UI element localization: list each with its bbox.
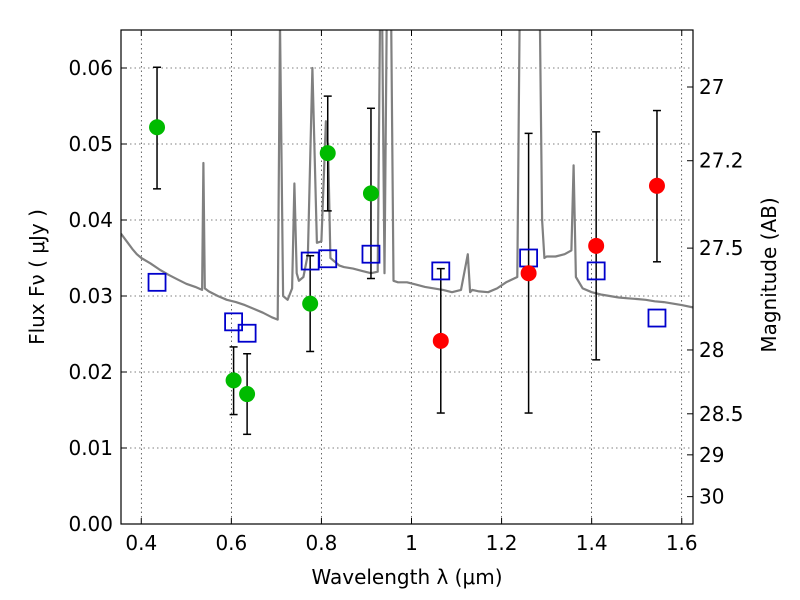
- x-tick-label: 0.6: [215, 531, 247, 555]
- y-tick-label: 0.01: [68, 436, 113, 460]
- plot-frame: [120, 29, 694, 525]
- y-tick-label: 0.02: [68, 360, 113, 384]
- y-tick-label: 0.00: [68, 512, 113, 536]
- y-tick-label: 0.06: [68, 56, 113, 80]
- model-photometry-square: [361, 244, 381, 264]
- y2-tick-label: 27: [699, 75, 724, 99]
- y2-tick-label: 27.5: [699, 236, 744, 260]
- model-photometry-square: [237, 323, 257, 343]
- y2-tick-label: 30: [699, 485, 724, 509]
- x-tick-label: 0.4: [125, 531, 157, 555]
- green-data-point: [302, 295, 319, 312]
- x-tick-label: 1: [405, 531, 418, 555]
- x-tick-label: 1.4: [576, 531, 608, 555]
- x-axis-label: Wavelength λ (μm): [311, 565, 502, 589]
- model-photometry-square: [586, 261, 606, 281]
- y-tick-label: 0.03: [68, 284, 113, 308]
- x-tick-label: 0.8: [306, 531, 338, 555]
- red-data-point: [432, 332, 449, 349]
- model-photometry-square: [147, 272, 167, 292]
- y2-tick-label: 29: [699, 443, 724, 467]
- y2-tick-label: 28: [699, 338, 724, 362]
- y-axis-ticks: 0.00 0.01 0.02 0.03 0.04 0.05 0.06: [68, 56, 127, 536]
- red-data-point: [648, 177, 665, 194]
- y-axis-label: Flux Fν ( μJy ): [25, 209, 49, 345]
- red-data-point: [588, 237, 605, 254]
- model-photometry-square: [647, 308, 667, 328]
- green-data-point: [225, 372, 242, 389]
- x-axis-ticks: 0.4 0.6 0.8 1 1.2 1.4 1.6: [125, 30, 698, 555]
- y2-tick-label: 28.5: [699, 402, 744, 426]
- y2-tick-label: 27.2: [699, 149, 744, 173]
- red-data-point: [520, 265, 537, 282]
- model-photometry-square: [224, 312, 243, 332]
- y-tick-label: 0.04: [68, 208, 113, 232]
- y-tick-label: 0.05: [68, 132, 113, 156]
- model-spectrum-line: [121, 30, 693, 321]
- green-data-point: [362, 185, 379, 202]
- green-data-point: [319, 145, 336, 162]
- x-tick-label: 1.6: [666, 531, 698, 555]
- green-data-point: [239, 386, 256, 403]
- y2-axis-ticks: 27 27.2 27.5 28 28.5 29 30: [687, 75, 744, 509]
- model-photometry-square: [431, 261, 451, 281]
- plot-area: [121, 30, 693, 436]
- x-tick-label: 1.2: [486, 531, 518, 555]
- model-photometry-square: [318, 249, 338, 269]
- green-data-point: [149, 119, 166, 136]
- y2-axis-label: Magnitude (AB): [757, 197, 781, 352]
